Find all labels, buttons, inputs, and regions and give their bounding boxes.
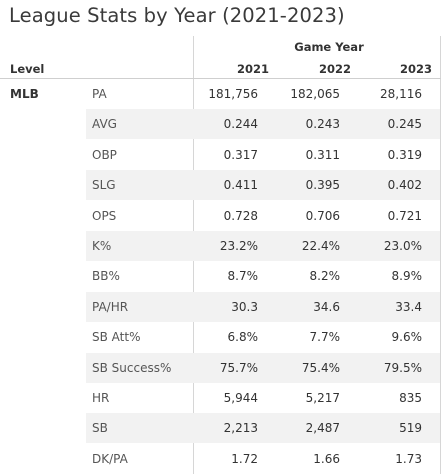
value-cell-2022[interactable]: 0.243 [305, 117, 340, 132]
value-cell-2021[interactable]: 0.244 [223, 117, 258, 132]
metric-label: HR [92, 391, 110, 405]
value-cell-2021[interactable]: 30.3 [231, 299, 258, 314]
table-row[interactable]: K% 23.2% 22.4% 23.0% [86, 231, 440, 261]
value-cell-2022[interactable]: 34.6 [313, 299, 340, 314]
value-cell-2023[interactable]: 9.6% [391, 330, 423, 345]
table-row[interactable]: SB Success% 75.7% 75.4% 79.5% [86, 352, 440, 383]
table-row[interactable]: HR 5,944 5,217 835 [86, 383, 440, 413]
metric-label: DK/PA [92, 451, 128, 466]
table-row[interactable]: PA 181,756 182,065 28,116 [86, 79, 440, 109]
metric-label: BB% [92, 269, 120, 284]
value-cell-2021[interactable]: 0.317 [223, 147, 258, 162]
metric-label: OPS [92, 208, 117, 223]
year-header-2023[interactable]: 2023 [399, 62, 432, 76]
table-row[interactable]: DK/PA 1.72 1.66 1.73 [86, 444, 440, 474]
value-cell-2022[interactable]: 1.66 [313, 451, 340, 466]
year-header-2022[interactable]: 2022 [318, 62, 351, 76]
column-divider [440, 36, 441, 474]
value-cell-2022[interactable]: 8.2% [309, 269, 341, 284]
value-cell-2022[interactable]: 7.7% [309, 330, 341, 345]
value-cell-2021[interactable]: 5,944 [223, 391, 258, 405]
value-cell-2023[interactable]: 1.73 [395, 451, 422, 466]
value-cell-2023[interactable]: 23.0% [383, 239, 422, 253]
value-cell-2022[interactable]: 22.4% [301, 239, 340, 253]
table-row[interactable]: OBP 0.317 0.311 0.319 [86, 140, 440, 170]
metric-label: OBP [92, 147, 117, 162]
value-cell-2021[interactable]: 0.728 [223, 208, 258, 223]
value-cell-2023[interactable]: 8.9% [391, 269, 423, 284]
header-divider [0, 78, 441, 79]
stats-table: Game Year Level 2021 2022 2023 MLB PA 181… [0, 36, 447, 474]
page-title: League Stats by Year (2021-2023) [9, 4, 345, 27]
value-cell-2021[interactable]: 1.72 [231, 451, 258, 466]
table-row[interactable]: OPS 0.728 0.706 0.721 [86, 201, 440, 231]
metric-label: SLG [92, 178, 116, 193]
table-row[interactable]: SB Att% 6.8% 7.7% 9.6% [86, 322, 440, 352]
value-cell-2022[interactable]: 5,217 [305, 391, 340, 405]
level-cell[interactable]: MLB [10, 87, 39, 101]
metric-label: SB Att% [92, 330, 141, 345]
value-cell-2023[interactable]: 0.245 [387, 117, 422, 132]
value-cell-2021[interactable]: 2,213 [223, 421, 258, 436]
table-row[interactable]: BB% 8.7% 8.2% 8.9% [86, 261, 440, 291]
value-cell-2021[interactable]: 0.411 [223, 178, 258, 193]
value-cell-2023[interactable]: 0.721 [387, 208, 422, 223]
value-cell-2022[interactable]: 0.706 [305, 208, 340, 223]
value-cell-2021[interactable]: 6.8% [227, 330, 259, 345]
metric-label: AVG [92, 117, 117, 132]
table-row[interactable]: AVG 0.244 0.243 0.245 [86, 109, 440, 140]
value-cell-2023[interactable]: 79.5% [383, 360, 422, 375]
level-header: Level [10, 62, 45, 76]
column-group-header: Game Year [294, 40, 364, 54]
metric-label: SB [92, 421, 108, 436]
metric-label: SB Success% [92, 360, 172, 375]
value-cell-2021[interactable]: 8.7% [227, 269, 259, 284]
value-cell-2021[interactable]: 23.2% [219, 239, 258, 253]
value-cell-2023[interactable]: 835 [399, 391, 422, 405]
table-row[interactable]: PA/HR 30.3 34.6 33.4 [86, 291, 440, 322]
table-row[interactable]: SLG 0.411 0.395 0.402 [86, 170, 440, 201]
value-cell-2022[interactable]: 2,487 [305, 421, 340, 436]
value-cell-2022[interactable]: 75.4% [301, 360, 340, 375]
value-cell-2023[interactable]: 0.319 [387, 147, 422, 162]
value-cell-2022[interactable]: 182,065 [290, 87, 340, 101]
metric-label: K% [92, 239, 112, 253]
value-cell-2021[interactable]: 75.7% [219, 360, 258, 375]
value-cell-2023[interactable]: 28,116 [380, 87, 422, 101]
value-cell-2021[interactable]: 181,756 [208, 87, 258, 101]
metric-label: PA [92, 87, 107, 101]
value-cell-2023[interactable]: 0.402 [387, 178, 422, 193]
value-cell-2023[interactable]: 519 [399, 421, 422, 436]
table-row[interactable]: SB 2,213 2,487 519 [86, 413, 440, 444]
year-header-2021[interactable]: 2021 [236, 62, 269, 76]
metric-label: PA/HR [92, 299, 129, 314]
value-cell-2023[interactable]: 33.4 [395, 299, 422, 314]
value-cell-2022[interactable]: 0.395 [305, 178, 340, 193]
value-cell-2022[interactable]: 0.311 [305, 147, 340, 162]
